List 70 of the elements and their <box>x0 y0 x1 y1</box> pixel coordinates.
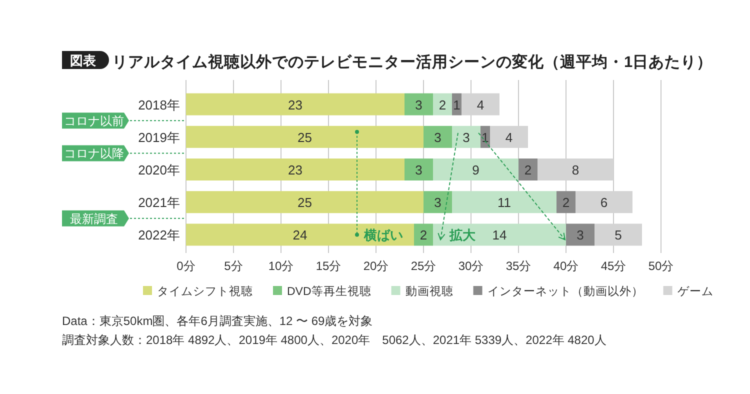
x-tick-label: 0分 <box>176 259 196 273</box>
y-tick-label: 2021年 <box>138 195 180 210</box>
bar <box>186 126 424 148</box>
data-label: 14 <box>492 228 507 243</box>
x-tick-label: 45分 <box>600 259 626 273</box>
data-label: 5 <box>614 228 622 243</box>
text: Data：東京50km圏、各年6月調査実施、12 〜 69歳を対象 <box>62 314 373 328</box>
bar <box>433 158 518 180</box>
x-tick-label: 25分 <box>410 259 436 273</box>
legend-label: タイムシフト視聴 <box>157 285 253 298</box>
data-label: 4 <box>505 130 513 145</box>
data-label: 25 <box>298 130 312 145</box>
bar <box>433 93 452 116</box>
bar <box>404 93 433 116</box>
data-label: 4 <box>476 97 484 112</box>
x-tick-label: 5分 <box>224 259 243 273</box>
data-label: 3 <box>576 228 584 243</box>
data-label: 6 <box>600 195 608 210</box>
data-label: 3 <box>415 97 422 112</box>
y-tick-label: 2022年 <box>138 228 180 243</box>
bar <box>404 158 433 180</box>
data-label: 25 <box>298 195 312 210</box>
x-tick-label: 40分 <box>553 259 579 273</box>
data-label: 24 <box>292 228 308 243</box>
bar <box>424 191 452 214</box>
x-tick-label: 15分 <box>316 259 342 273</box>
data-label: 3 <box>415 162 422 178</box>
note: 横ばい <box>364 228 403 243</box>
bar <box>518 158 538 180</box>
bar <box>566 224 594 246</box>
tag: 図表 <box>62 51 109 69</box>
bar <box>556 191 576 214</box>
data-label: 1 <box>482 130 489 145</box>
bar <box>186 158 404 180</box>
bar <box>452 126 480 148</box>
data-label: 3 <box>462 130 470 145</box>
y-tick-label: 2020年 <box>138 162 180 178</box>
data-label: 23 <box>288 97 302 112</box>
y-tick-label: 2018年 <box>138 97 180 112</box>
x-tick-label: 20分 <box>363 259 389 273</box>
data-label: 11 <box>498 195 511 210</box>
bar <box>433 224 566 246</box>
x-tick-label: 10分 <box>268 259 294 273</box>
chart-title: リアルタイム視聴以外でのテレビモニター活用シーンの変化（週平均・1日あたり） <box>112 52 713 71</box>
text: 調査対象人数：2018年 4892人、2019年 4800人、2020年 5062人、2021年 5339人、2022年 4820人 <box>62 333 606 347</box>
legend-label: 動画視聴 <box>405 285 454 298</box>
bar <box>424 126 452 148</box>
data-label: 2 <box>562 195 570 210</box>
x-tick-label: 50分 <box>648 259 674 273</box>
legend-label: インターネット（動画以外） <box>487 285 644 298</box>
x-tick-label: 35分 <box>506 259 532 273</box>
bar <box>186 224 414 246</box>
data-label: 1 <box>453 97 460 112</box>
legend-label: DVD等再生視聴 <box>287 285 372 298</box>
data-label: 2 <box>438 97 446 112</box>
data-label: 23 <box>288 162 302 178</box>
data-label: 2 <box>420 228 428 243</box>
y-tick-label: 2019年 <box>138 130 180 145</box>
bar <box>186 191 424 214</box>
x-tick-label: 30分 <box>458 259 484 273</box>
bar <box>452 191 556 214</box>
data-label: 8 <box>572 162 580 178</box>
note: 拡大 <box>450 228 476 243</box>
data-label: 2 <box>524 162 532 178</box>
bar <box>414 224 433 246</box>
legend-label: ゲーム <box>677 285 714 298</box>
data-label: 3 <box>434 195 442 210</box>
data-label: 3 <box>434 130 442 145</box>
bar <box>186 93 404 116</box>
data-label: 9 <box>472 162 480 178</box>
